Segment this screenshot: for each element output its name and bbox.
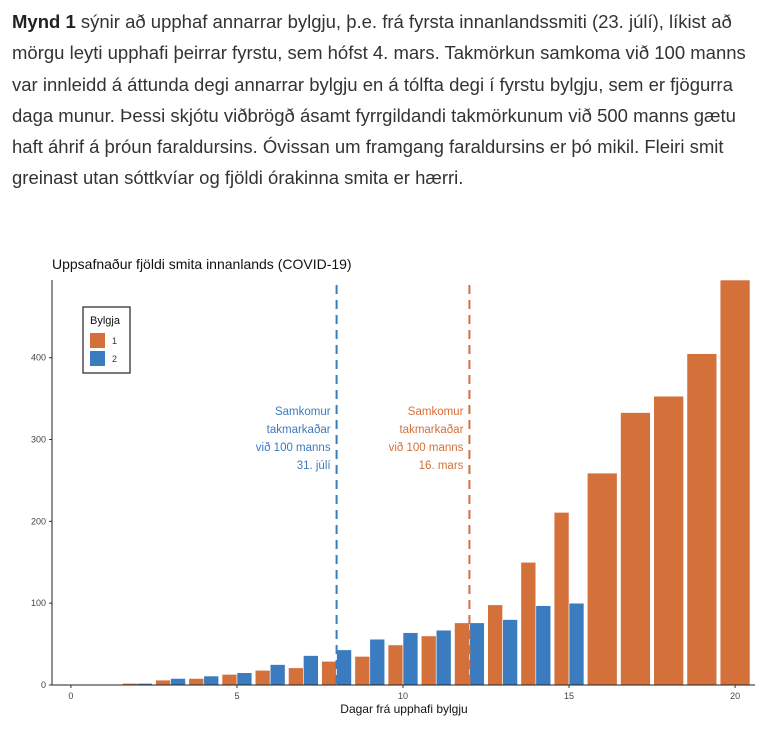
- bar: [587, 472, 618, 686]
- bar: [535, 605, 552, 686]
- bar: [520, 561, 537, 686]
- bar: [487, 604, 503, 686]
- annotation-text: 16. mars: [419, 460, 464, 472]
- bar: [568, 602, 585, 686]
- bar: [303, 655, 319, 686]
- bar: [269, 664, 286, 686]
- bar: [188, 678, 205, 686]
- annotation-text: Samkomur: [275, 406, 331, 418]
- y-tick-label: 200: [31, 516, 46, 526]
- bar: [553, 512, 570, 686]
- bar: [653, 395, 684, 686]
- y-tick-label: 100: [31, 598, 46, 608]
- x-tick-label: 20: [730, 691, 740, 701]
- annotation-text: Samkomur: [408, 406, 464, 418]
- bar: [387, 644, 404, 686]
- chart-title: Uppsafnaður fjöldi smita innanlands (COV…: [52, 256, 352, 272]
- chart: Uppsafnaður fjöldi smita innanlands (COV…: [31, 256, 755, 716]
- y-tick-label: 0: [41, 680, 46, 690]
- bar: [236, 672, 253, 686]
- legend-label: 2: [112, 354, 117, 364]
- y-tick-label: 400: [31, 353, 46, 363]
- annotation-text: 31. júlí: [297, 460, 332, 472]
- bar: [435, 629, 452, 686]
- bar: [454, 622, 470, 686]
- legend-title: Bylgja: [90, 315, 121, 327]
- bar: [369, 638, 386, 686]
- annotation-text: takmarkaðar: [267, 424, 331, 436]
- annotation-text: við 100 manns: [256, 442, 331, 454]
- bar: [354, 656, 371, 686]
- paragraph-text: sýnir að upphaf annarrar bylgju, þ.e. fr…: [12, 11, 746, 189]
- x-axis-label: Dagar frá upphafi bylgju: [340, 702, 467, 716]
- bar: [502, 619, 518, 686]
- x-tick-label: 10: [398, 691, 408, 701]
- bar: [321, 660, 337, 686]
- bar: [170, 678, 186, 686]
- x-tick-label: 0: [68, 691, 73, 701]
- bar: [719, 279, 751, 686]
- annotation-text: takmarkaðar: [399, 424, 463, 436]
- bar: [288, 667, 304, 686]
- paragraph: Mynd 1 sýnir að upphaf annarrar bylgju, …: [12, 6, 762, 194]
- bar: [620, 412, 651, 686]
- bar: [686, 353, 718, 686]
- bar: [336, 649, 352, 686]
- annotation-text: við 100 manns: [389, 442, 464, 454]
- bar: [203, 675, 220, 686]
- legend-label: 1: [112, 336, 117, 346]
- y-tick-label: 300: [31, 435, 46, 445]
- x-tick-label: 15: [564, 691, 574, 701]
- bar: [221, 674, 238, 686]
- bar: [254, 669, 271, 686]
- bar: [155, 679, 171, 686]
- bar: [469, 622, 485, 686]
- x-tick-label: 5: [234, 691, 239, 701]
- bar: [402, 632, 419, 686]
- legend-swatch: [90, 333, 105, 348]
- bold-lead: Mynd 1: [12, 11, 76, 32]
- bar: [420, 635, 437, 686]
- legend-swatch: [90, 351, 105, 366]
